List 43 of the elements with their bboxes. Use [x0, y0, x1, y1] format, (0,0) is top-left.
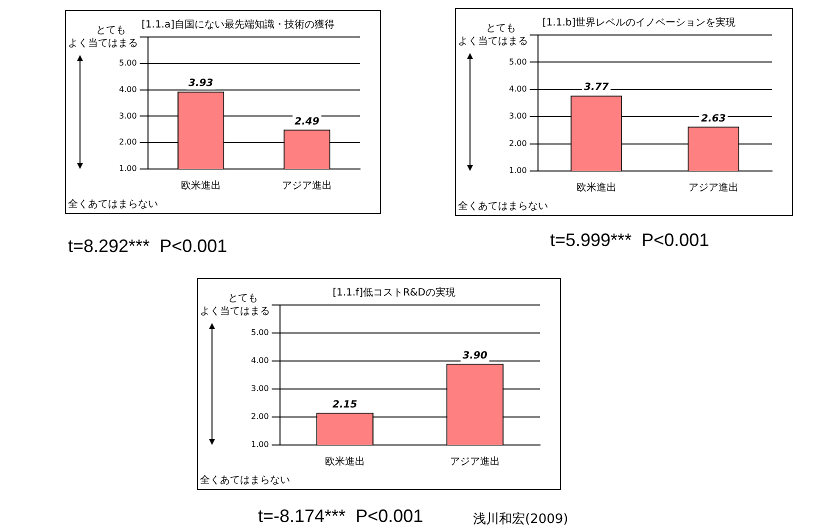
- chart-title: [1.1.f]低コストR&Dの実現: [332, 286, 456, 299]
- text: よく当てはまる: [200, 306, 270, 318]
- text: t=-8.174*** P<0.001: [258, 506, 424, 527]
- chart-title: [1.1.b]世界レベルのイノベーションを実現: [542, 16, 736, 29]
- y-tick-label: 2.00: [509, 138, 527, 148]
- x-tick-label: アジア進出: [688, 182, 738, 194]
- y-tick-label: 4.00: [509, 84, 527, 94]
- data-label: 3.93: [188, 78, 214, 90]
- y-tick-label: 1.00: [251, 440, 269, 450]
- text: t=5.999*** P<0.001: [550, 230, 710, 251]
- y-tick-label: 1.00: [509, 166, 527, 176]
- text: よく当てはまる: [458, 36, 528, 48]
- y-tick-label: 3.00: [509, 112, 527, 121]
- y-tick-label: 2.00: [251, 412, 269, 422]
- text: とても: [96, 25, 126, 37]
- x-tick-label: 欧米進出: [180, 180, 221, 192]
- y-tick-label: 3.00: [119, 111, 137, 120]
- x-tick-label: 欧米進出: [324, 456, 365, 468]
- x-tick-label: 欧米進出: [576, 182, 616, 194]
- chart-title: [1.1.a]自国にない最先端知識・技術の獲得: [141, 18, 335, 31]
- y-tick-label: 5.00: [119, 58, 137, 68]
- text: 全くあてはまらない: [68, 199, 158, 211]
- data-label: 2.49: [294, 116, 320, 128]
- x-tick-label: アジア進出: [450, 456, 500, 468]
- y-tick-label: 4.00: [119, 84, 137, 94]
- y-tick-label: 5.00: [251, 328, 269, 338]
- text: とても: [486, 23, 516, 35]
- y-tick-label: 4.00: [251, 356, 269, 366]
- x-tick-label: アジア進出: [282, 180, 332, 192]
- y-tick-label: 3.00: [251, 384, 269, 394]
- data-label: 2.15: [332, 399, 358, 410]
- y-tick-label: 5.00: [509, 57, 527, 66]
- data-label: 3.90: [462, 350, 488, 362]
- text: よく当てはまる: [68, 38, 138, 50]
- data-label: 2.63: [701, 113, 726, 124]
- text: t=8.292*** P<0.001: [68, 236, 228, 257]
- y-tick-label: 1.00: [119, 164, 137, 174]
- text: 浅川和宏(2009): [473, 511, 568, 528]
- text: 全くあてはまらない: [458, 201, 548, 213]
- text: 全くあてはまらない: [200, 475, 290, 487]
- y-tick-label: 2.00: [119, 138, 137, 147]
- text: とても: [228, 293, 258, 305]
- data-label: 3.77: [584, 82, 609, 94]
